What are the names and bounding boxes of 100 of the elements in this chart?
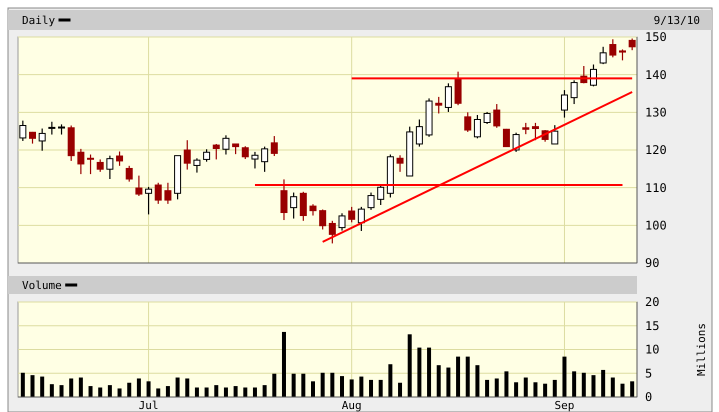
candlestick xyxy=(145,186,152,216)
bar xyxy=(69,378,74,397)
y-tick-label: 10 xyxy=(645,342,660,357)
bar xyxy=(436,365,441,397)
bar xyxy=(320,372,325,397)
candlestick xyxy=(551,124,558,145)
bar xyxy=(243,388,248,397)
chart-title: Daily xyxy=(22,14,56,27)
x-tick-label: Sep xyxy=(554,399,574,412)
bar xyxy=(388,364,392,397)
candlestick xyxy=(319,208,326,230)
bar xyxy=(30,375,35,397)
y-tick-label: 150 xyxy=(645,30,667,44)
candlestick xyxy=(58,124,66,136)
candlestick xyxy=(96,158,104,172)
y-tick-label: 20 xyxy=(645,295,660,310)
bar xyxy=(272,374,276,397)
bar xyxy=(204,388,209,397)
bar xyxy=(359,376,364,397)
bar xyxy=(50,384,54,397)
y-tick-label: 130 xyxy=(645,106,667,120)
bar xyxy=(176,378,180,397)
candlestick xyxy=(532,122,539,141)
bar xyxy=(146,381,151,397)
candlestick xyxy=(396,154,404,172)
candlestick xyxy=(609,38,616,58)
candlestick xyxy=(474,114,481,139)
candlestick xyxy=(560,90,568,118)
bar xyxy=(591,375,596,397)
bar xyxy=(234,386,238,397)
candlestick xyxy=(338,212,346,232)
candlestick xyxy=(164,182,172,204)
bar xyxy=(340,376,344,397)
candlestick xyxy=(203,148,210,162)
candlestick xyxy=(212,143,220,160)
candlestick xyxy=(570,80,578,105)
bar xyxy=(282,332,286,397)
candlestick xyxy=(493,103,500,128)
x-tick-label: Jul xyxy=(138,399,159,412)
y-tick-label: 140 xyxy=(645,68,667,82)
candlestick xyxy=(618,48,626,61)
bar xyxy=(310,381,315,397)
bar xyxy=(20,372,25,397)
bar xyxy=(485,380,490,397)
bar xyxy=(292,374,296,397)
bar xyxy=(475,365,480,397)
bar xyxy=(610,378,615,397)
bar xyxy=(417,348,422,397)
candlestick xyxy=(348,206,356,223)
bar xyxy=(582,372,586,397)
candlestick xyxy=(242,146,249,160)
candlestick xyxy=(135,175,142,197)
bar xyxy=(562,356,566,397)
bar xyxy=(446,368,450,397)
candlestick xyxy=(600,46,607,65)
bar xyxy=(252,388,257,397)
y-tick-label: 110 xyxy=(645,180,667,195)
candlestick xyxy=(154,182,162,204)
bar xyxy=(466,356,470,397)
bar xyxy=(572,371,576,397)
bar xyxy=(78,378,83,397)
candlestick xyxy=(435,96,442,114)
x-tick-label: Aug xyxy=(342,399,362,412)
candlestick xyxy=(193,158,200,174)
candlestick xyxy=(416,118,423,148)
bar xyxy=(40,376,44,397)
bar xyxy=(194,388,199,397)
bar xyxy=(378,380,383,397)
candlestick xyxy=(38,128,46,152)
y-tick-label: 15 xyxy=(645,318,660,333)
candlestick xyxy=(232,142,240,155)
y-tick-label: 5 xyxy=(645,366,652,380)
candlestick xyxy=(300,191,307,222)
bar xyxy=(350,379,354,397)
bar xyxy=(118,388,122,397)
candlestick xyxy=(87,154,94,175)
candlestick xyxy=(502,128,510,148)
candlestick xyxy=(358,206,365,232)
candlestick xyxy=(222,134,230,156)
bar xyxy=(214,385,218,397)
y-tick-label: 90 xyxy=(645,256,660,270)
bar xyxy=(494,378,499,397)
text: 9/13/10 xyxy=(654,14,700,27)
bar xyxy=(552,380,557,397)
bar xyxy=(262,385,267,397)
candlestick xyxy=(290,192,298,220)
bar xyxy=(533,382,538,397)
candlestick xyxy=(126,165,133,182)
candlestick xyxy=(280,178,288,221)
bar xyxy=(369,380,374,397)
candlestick xyxy=(484,111,491,125)
bar xyxy=(98,388,102,397)
bar xyxy=(330,372,334,397)
candlestick xyxy=(464,112,472,133)
bar xyxy=(601,370,606,397)
y-tick-label: 100 xyxy=(645,218,667,233)
bar xyxy=(136,378,141,397)
bar xyxy=(301,374,306,397)
bar xyxy=(88,386,93,397)
bar xyxy=(127,382,132,397)
